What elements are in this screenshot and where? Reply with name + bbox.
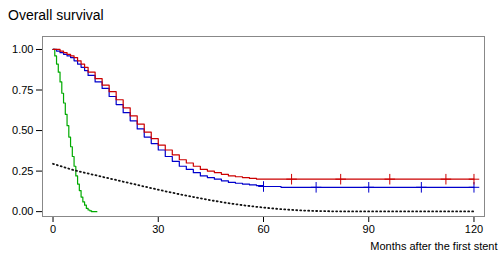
svg-text:0.75: 0.75 — [12, 84, 33, 96]
svg-text:120: 120 — [465, 223, 483, 235]
svg-text:30: 30 — [152, 223, 164, 235]
svg-text:0: 0 — [50, 223, 56, 235]
svg-text:90: 90 — [363, 223, 375, 235]
svg-text:1.00: 1.00 — [12, 43, 33, 55]
svg-text:60: 60 — [257, 223, 269, 235]
svg-text:0.50: 0.50 — [12, 124, 33, 136]
html-text:Overall survival: Overall survival — [8, 7, 104, 23]
svg-text:0.00: 0.00 — [12, 205, 33, 217]
svg-text:Months after the first stent: Months after the first stent — [370, 240, 497, 252]
svg-text:0.25: 0.25 — [12, 165, 33, 177]
